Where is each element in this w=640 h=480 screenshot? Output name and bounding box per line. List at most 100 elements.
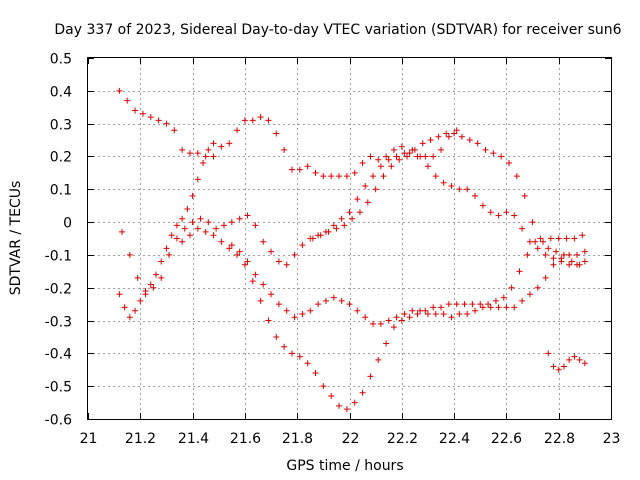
data-point <box>343 173 350 180</box>
data-point <box>273 130 280 137</box>
plot-frame <box>87 57 612 420</box>
chart-title: Day 337 of 2023, Sidereal Day-to-day VTE… <box>54 22 621 38</box>
data-point <box>550 255 557 262</box>
data-point <box>542 274 549 281</box>
data-point <box>134 274 141 281</box>
data-point <box>576 261 583 268</box>
data-point <box>228 219 235 226</box>
data-point <box>173 222 180 229</box>
y-tick-label: -0.2 <box>45 282 72 298</box>
data-point <box>411 146 418 153</box>
data-point <box>189 192 196 199</box>
data-point <box>534 284 541 291</box>
data-point <box>513 173 520 180</box>
data-point <box>451 130 458 137</box>
data-point <box>540 238 547 245</box>
data-point <box>430 304 437 311</box>
data-point <box>351 399 358 406</box>
data-point <box>474 140 481 147</box>
data-point <box>291 251 298 258</box>
data-point <box>406 314 413 321</box>
data-point <box>396 156 403 163</box>
data-point <box>422 153 429 160</box>
data-point <box>226 140 233 147</box>
data-point <box>252 222 259 229</box>
data-point <box>456 310 463 317</box>
data-point <box>320 383 327 390</box>
data-point <box>309 235 316 242</box>
data-point <box>260 281 267 288</box>
data-point <box>417 307 424 314</box>
data-point <box>560 363 567 370</box>
data-point <box>427 137 434 144</box>
data-point <box>328 173 335 180</box>
data-point <box>466 137 473 144</box>
data-point <box>249 117 256 124</box>
data-point <box>346 301 353 308</box>
x-tick-label: 22 <box>342 431 360 447</box>
data-point <box>336 173 343 180</box>
data-point <box>359 160 366 167</box>
data-point <box>445 133 452 140</box>
data-point <box>354 307 361 314</box>
data-point <box>296 353 303 360</box>
data-point <box>168 232 175 239</box>
data-point <box>422 307 429 314</box>
data-point <box>186 150 193 157</box>
y-tick-label: 0.4 <box>50 85 72 101</box>
data-point <box>283 261 290 268</box>
data-point <box>346 209 353 216</box>
y-tick-label: -0.4 <box>45 347 72 363</box>
data-point <box>560 251 567 258</box>
data-point <box>281 343 288 350</box>
x-tick-label: 21.4 <box>178 431 209 447</box>
data-point <box>383 153 390 160</box>
data-point <box>184 205 191 212</box>
data-point <box>409 307 416 314</box>
x-tick-label: 22.6 <box>491 431 522 447</box>
data-point <box>158 274 165 281</box>
data-point <box>438 304 445 311</box>
data-point <box>576 356 583 363</box>
y-tick-label: 0.5 <box>50 52 72 68</box>
data-point <box>281 146 288 153</box>
data-point <box>173 235 180 242</box>
data-point <box>377 163 384 170</box>
data-point <box>448 182 455 189</box>
data-point <box>226 245 233 252</box>
y-tick-label: 0.3 <box>50 118 72 134</box>
data-point <box>393 153 400 160</box>
data-point <box>126 251 133 258</box>
data-point <box>241 261 248 268</box>
data-point <box>453 127 460 134</box>
data-point <box>453 301 460 308</box>
data-point <box>241 117 248 124</box>
x-tick-labels: 21 21.2 21.4 21.6 21.8 22 22.2 22.4 22.6 22.8 23 <box>80 431 621 447</box>
data-point <box>205 146 212 153</box>
data-point <box>142 291 149 298</box>
data-point <box>581 248 588 255</box>
data-point <box>299 242 306 249</box>
data-point <box>338 297 345 304</box>
data-point <box>265 117 272 124</box>
y-tick-label: -0.3 <box>45 315 72 331</box>
data-point <box>469 301 476 308</box>
data-point <box>550 363 557 370</box>
data-point <box>367 153 374 160</box>
data-point <box>179 238 186 245</box>
series-track-4 <box>179 225 586 413</box>
data-point <box>273 333 280 340</box>
data-point <box>558 255 565 262</box>
data-point <box>341 222 348 229</box>
data-point <box>464 186 471 193</box>
data-point <box>495 304 502 311</box>
data-point <box>440 310 447 317</box>
series-track-6 <box>309 130 583 268</box>
data-point <box>370 320 377 327</box>
data-point <box>147 114 154 121</box>
data-point <box>210 140 217 147</box>
data-point <box>275 258 282 265</box>
data-point <box>579 232 586 239</box>
data-point <box>328 393 335 400</box>
data-point <box>210 232 217 239</box>
